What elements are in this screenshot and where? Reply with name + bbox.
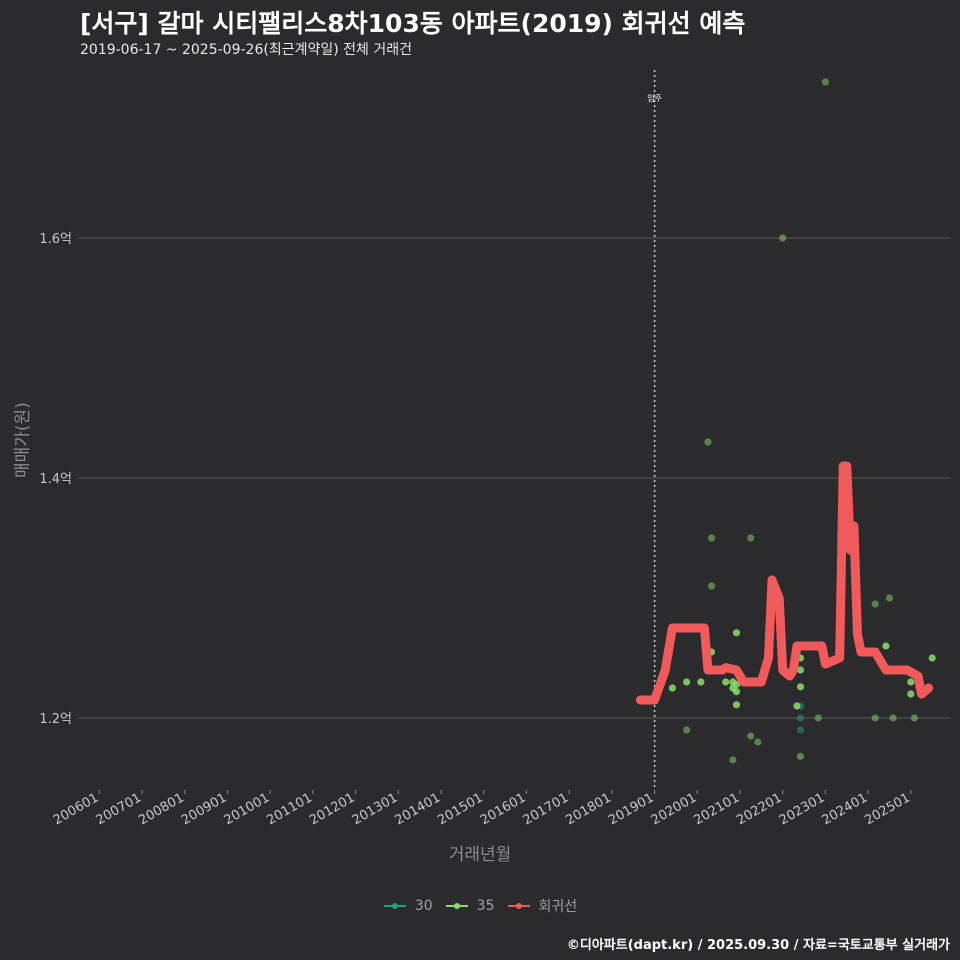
annotation-layer: 입주	[647, 70, 662, 790]
x-tick-label: 200601	[51, 790, 101, 828]
x-tick-label: 202201	[734, 790, 784, 828]
data-point-35	[907, 690, 915, 698]
x-tick-label: 202401	[820, 790, 870, 828]
data-point-35	[889, 714, 897, 722]
y-axis-label: 매매가(원)	[13, 402, 33, 478]
y-tick-label: 1.6억	[39, 232, 72, 247]
data-point-35	[885, 594, 894, 602]
data-point-30	[796, 714, 805, 722]
legend-label: 회귀선	[538, 899, 578, 915]
data-point-30	[796, 726, 805, 734]
chart-subtitle: 2019-06-17 ~ 2025-09-26(최근계약일) 전체 거래건	[80, 42, 412, 58]
y-tick-label: 1.2억	[39, 712, 72, 727]
data-point-35	[707, 534, 716, 542]
points-layer	[668, 78, 936, 764]
data-point-35	[732, 629, 741, 637]
regression-layer	[635, 461, 934, 705]
data-point-35	[910, 714, 919, 722]
data-point-35	[779, 234, 787, 242]
x-axis-label: 거래년월	[448, 845, 512, 865]
x-tick-label: 200801	[136, 790, 186, 828]
data-point-35	[732, 680, 741, 689]
x-ticks: 2006012007012008012009012010012011012012…	[51, 790, 913, 828]
x-tick-label: 201801	[563, 790, 613, 828]
data-point-35	[683, 726, 691, 734]
x-tick-label: 201401	[393, 790, 443, 828]
data-point-35	[747, 534, 755, 542]
y-ticks: 1.2억 1.4억 1.6억	[39, 232, 72, 727]
x-tick-label: 200701	[94, 790, 144, 828]
legend-label: 35	[476, 898, 495, 914]
x-tick-label: 202001	[649, 790, 699, 828]
legend: 30 35 회귀선	[0, 896, 960, 916]
data-point-35	[668, 684, 676, 692]
x-tick-label: 202301	[777, 790, 827, 828]
data-point-35	[871, 714, 879, 722]
x-tick-label: 201501	[435, 790, 485, 828]
data-point-35	[697, 678, 705, 686]
data-point-35	[707, 582, 716, 590]
x-tick-label: 201301	[350, 790, 400, 828]
legend-item: 30	[383, 898, 433, 914]
data-point-35	[882, 642, 890, 650]
data-point-35	[796, 752, 805, 761]
x-tick-label: 201901	[606, 790, 656, 828]
source-caption: ©디아파트(dapt.kr) / 2025.09.30 / 자료=국토교통부 실…	[566, 938, 950, 953]
legend-key	[445, 899, 469, 913]
legend-item: 35	[445, 898, 495, 914]
x-tick-label: 202101	[692, 790, 742, 828]
data-point-35	[871, 600, 879, 608]
data-point-35	[796, 666, 805, 674]
data-point-35	[683, 678, 691, 686]
x-tick-label: 201201	[307, 790, 357, 828]
data-point-35	[793, 702, 801, 710]
legend-item: 회귀선	[507, 896, 578, 916]
data-point-35	[722, 678, 730, 686]
legend-key	[507, 899, 531, 913]
data-point-35	[928, 654, 936, 662]
regression-line	[635, 461, 934, 705]
legend-key	[383, 899, 407, 913]
x-tick-label: 201601	[478, 790, 528, 828]
data-point-35	[729, 756, 737, 764]
data-point-35	[754, 738, 762, 746]
data-point-35	[814, 714, 822, 722]
data-point-35	[907, 678, 915, 686]
grid-layer	[78, 237, 950, 719]
legend-label: 30	[414, 898, 433, 914]
data-point-35	[821, 78, 830, 86]
data-point-35	[704, 438, 712, 446]
x-tick-label: 200901	[179, 790, 229, 828]
data-point-35	[747, 732, 755, 740]
data-point-35	[732, 688, 741, 696]
data-point-35	[732, 701, 741, 709]
x-tick-label: 201701	[521, 790, 571, 828]
x-tick-label: 201001	[222, 790, 272, 828]
annotation-label: 입주	[647, 94, 662, 103]
chart-title: [서구] 갈마 시티팰리스8차103동 아파트(2019) 회귀선 예측	[80, 9, 746, 38]
y-tick-label: 1.4억	[39, 472, 72, 487]
x-tick-label: 202501	[862, 790, 912, 828]
data-point-35	[796, 683, 805, 691]
x-tick-label: 201101	[264, 790, 314, 828]
